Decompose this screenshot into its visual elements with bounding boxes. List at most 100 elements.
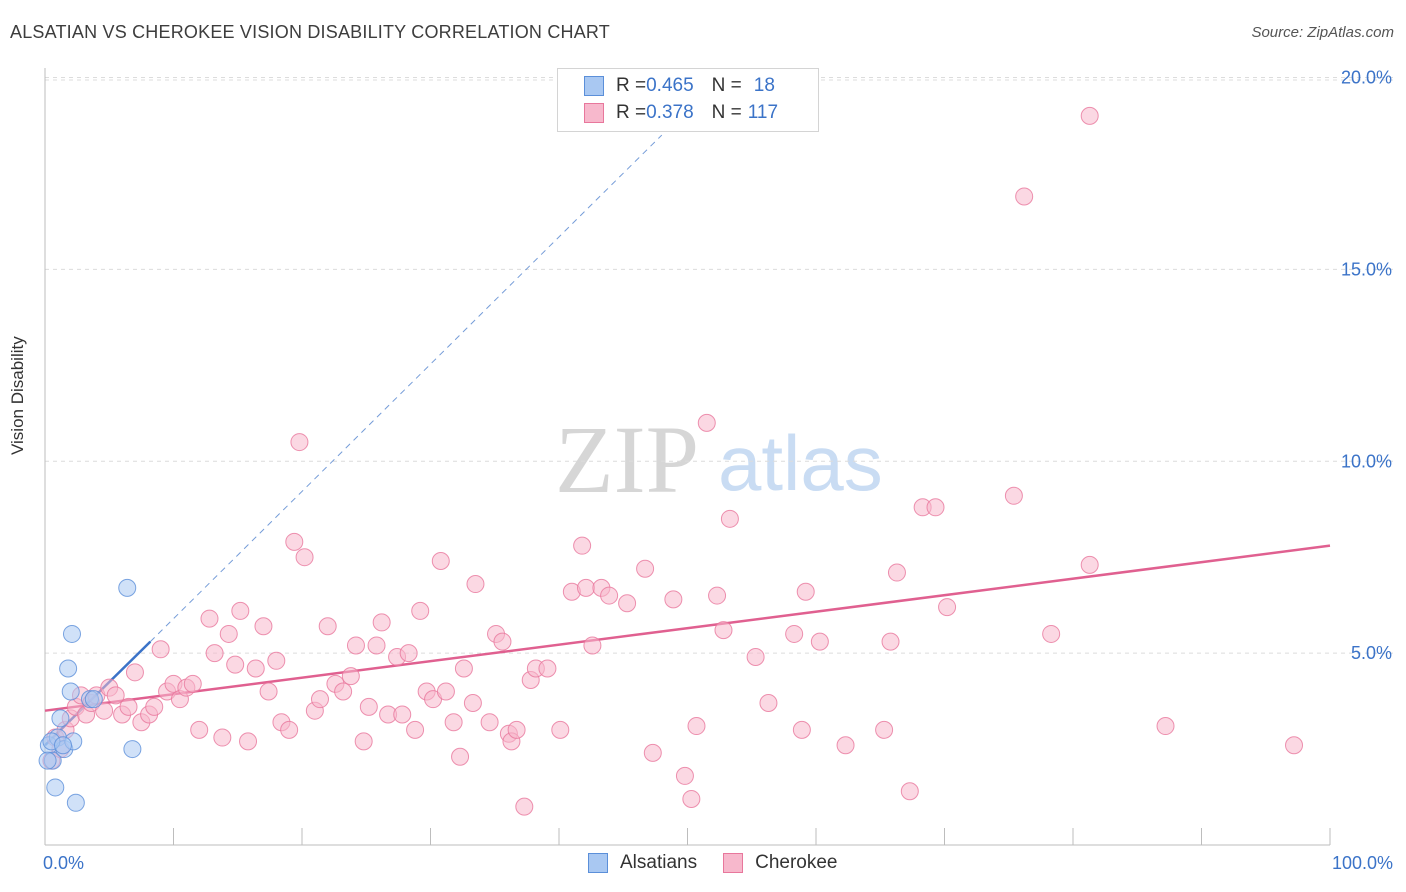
alsatian-point: [84, 690, 103, 709]
cherokee-point: [697, 413, 716, 432]
bottom-legend-swatch-alsatians: [588, 853, 608, 873]
cherokee-point: [106, 686, 125, 705]
cherokee-point: [246, 659, 265, 678]
cherokee-point: [600, 586, 619, 605]
cherokee-point: [1080, 106, 1099, 125]
cherokee-point: [372, 613, 391, 632]
cherokee-point: [354, 732, 373, 751]
cherokee-point: [1004, 486, 1023, 505]
data-points: [38, 106, 1304, 816]
cherokee-point: [720, 509, 739, 528]
alsatian-point: [46, 778, 65, 797]
cherokee-point: [493, 632, 512, 651]
cherokee-point: [406, 720, 425, 739]
bottom-legend-label-alsatians: Alsatians: [620, 852, 698, 873]
watermark-zip: ZIP: [555, 406, 699, 513]
cherokee-point: [219, 624, 238, 643]
cherokee-point: [618, 594, 637, 613]
cherokee-point: [664, 590, 683, 609]
alsatian-point: [123, 740, 142, 759]
alsatian-point: [61, 682, 80, 701]
y-tick-label: 20.0%: [1341, 68, 1392, 88]
cherokee-point: [444, 713, 463, 732]
bottom-legend-alsatians: Alsatians: [588, 852, 697, 874]
cherokee-point: [295, 548, 314, 567]
cherokee-point: [583, 636, 602, 655]
legend-n-label: N =: [711, 75, 742, 96]
cherokee-point: [285, 532, 304, 551]
alsatian-point: [38, 751, 57, 770]
legend-r-value: 0.465: [646, 75, 694, 96]
cherokee-point: [792, 720, 811, 739]
cherokee-point: [431, 552, 450, 571]
legend-r-value: 0.378: [646, 102, 694, 123]
cherokee-point: [334, 682, 353, 701]
alsatian-point: [66, 793, 85, 812]
legend-row-alsatians: R = 0.465 N = 18: [584, 73, 775, 99]
legend-n-value: 117: [747, 102, 779, 123]
cherokee-point: [887, 563, 906, 582]
cherokee-point: [515, 797, 534, 816]
cherokee-point: [938, 598, 957, 617]
cherokee-point: [151, 640, 170, 659]
alsatian-point: [59, 659, 78, 678]
cherokee-point: [451, 747, 470, 766]
cherokee-point: [213, 728, 232, 747]
cherokee-point: [796, 582, 815, 601]
cherokee-point: [359, 697, 378, 716]
alsatian-point: [62, 624, 81, 643]
cherokee-point: [290, 433, 309, 452]
cherokee-point: [463, 694, 482, 713]
cherokee-point: [183, 674, 202, 693]
cherokee-point: [875, 720, 894, 739]
cherokee-point: [145, 697, 164, 716]
cherokee-point: [411, 601, 430, 620]
legend: R = 0.465 N = 18 R = 0.378 N = 117: [557, 68, 819, 132]
legend-r-label: R =: [616, 75, 647, 96]
cherokee-point: [95, 701, 114, 720]
cherokee-point: [310, 690, 329, 709]
y-axis-label: Vision Disability: [8, 336, 27, 455]
alsatian-point: [118, 578, 137, 597]
cherokee-trend-line: [44, 544, 1331, 712]
cherokee-point: [125, 663, 144, 682]
cherokee-point: [810, 632, 829, 651]
cherokee-point: [836, 736, 855, 755]
cherokee-point: [926, 498, 945, 517]
bottom-legend-cherokee: Cherokee: [723, 852, 838, 874]
cherokee-point: [714, 621, 733, 640]
cherokee-point: [318, 617, 337, 636]
cherokee-point: [341, 667, 360, 686]
cherokee-point: [466, 575, 485, 594]
gridlines: [45, 77, 1395, 654]
cherokee-point: [480, 713, 499, 732]
y-tick-label: 15.0%: [1341, 259, 1392, 279]
cherokee-point: [785, 624, 804, 643]
x-tick-label-max: 100.0%: [1332, 853, 1393, 873]
cherokee-point: [1285, 736, 1304, 755]
cherokee-point: [573, 536, 592, 555]
cherokee-point: [454, 659, 473, 678]
bottom-legend: Alsatians Cherokee: [588, 852, 864, 874]
chart-source: Source: ZipAtlas.com: [1251, 24, 1394, 41]
cherokee-point: [200, 609, 219, 628]
cherokee-point: [551, 720, 570, 739]
cherokee-point: [636, 559, 655, 578]
cherokee-point: [900, 782, 919, 801]
x-tick-label-min: 0.0%: [43, 853, 84, 873]
alsatian-point: [51, 709, 70, 728]
legend-swatch-alsatians: [584, 76, 604, 96]
chart-title: ALSATIAN VS CHEROKEE VISION DISABILITY C…: [10, 22, 611, 42]
y-tick-label: 10.0%: [1341, 451, 1392, 471]
cherokee-point: [254, 617, 273, 636]
tick-labels: 5.0% 10.0% 15.0% 20.0% 0.0% 100.0%: [43, 68, 1393, 874]
cherokee-point: [267, 651, 286, 670]
cherokee-point: [231, 601, 250, 620]
cherokee-point: [399, 644, 418, 663]
bottom-legend-swatch-cherokee: [723, 853, 744, 873]
cherokee-point: [507, 720, 526, 739]
cherokee-point: [1156, 717, 1175, 736]
cherokee-point: [1080, 555, 1099, 574]
cherokee-point: [576, 578, 595, 597]
alsatian-trend-extension: [150, 134, 663, 642]
